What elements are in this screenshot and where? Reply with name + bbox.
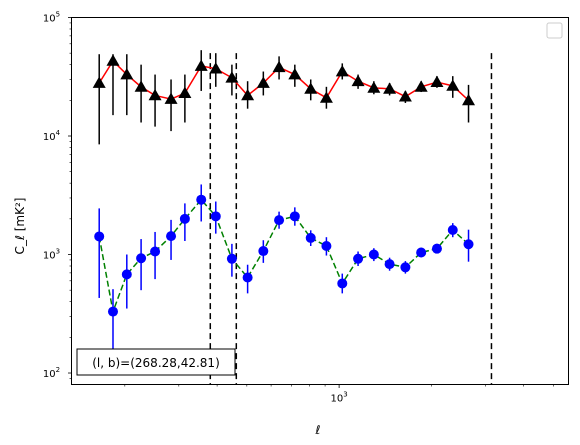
data-point-triangle [288, 68, 302, 80]
data-point-circle [166, 231, 177, 242]
data-point-circle [107, 306, 118, 317]
annotation-box: (l, b)=(268.28,42.81) [76, 348, 236, 376]
data-point-circle [274, 215, 285, 226]
data-point-triangle [92, 76, 106, 88]
data-point-circle [242, 272, 253, 283]
data-point-triangle [225, 71, 239, 83]
y-tick-label: 104 [43, 129, 61, 143]
data-point-circle [384, 259, 395, 270]
annotation-text: (l, b)=(268.28,42.81) [92, 356, 220, 370]
x-tick-label: 103 [331, 391, 348, 405]
data-point-circle [179, 213, 190, 224]
data-point-circle [196, 194, 207, 205]
data-point-circle [150, 246, 161, 257]
data-point-circle [321, 240, 332, 251]
y-tick-label: 102 [43, 366, 60, 380]
data-point-circle [463, 239, 474, 250]
data-point-circle [94, 231, 105, 242]
y-tick-label: 105 [43, 11, 60, 25]
legend-box [546, 22, 563, 39]
data-point-triangle [351, 74, 365, 87]
data-point-triangle [319, 91, 333, 103]
data-point-triangle [134, 80, 148, 92]
data-point-circle [368, 249, 379, 260]
data-point-triangle [367, 81, 381, 93]
data-point-circle [353, 253, 364, 264]
series-2 [94, 184, 474, 353]
data-point-triangle [148, 88, 162, 101]
data-point-triangle [194, 59, 208, 71]
data-point-triangle [164, 92, 178, 104]
data-point-circle [447, 225, 458, 236]
data-point-triangle [106, 54, 120, 66]
data-point-triangle [272, 60, 286, 73]
data-point-triangle [241, 88, 255, 101]
data-point-circle [258, 246, 269, 257]
data-point-triangle [446, 79, 460, 91]
data-point-circle [226, 253, 237, 264]
data-point-triangle [398, 90, 412, 102]
y-tick-label: 103 [43, 248, 60, 262]
data-point-circle [121, 269, 132, 280]
series-1 [92, 50, 476, 145]
x-axis-label: ℓ [315, 423, 321, 437]
data-point-circle [431, 243, 442, 254]
data-point-triangle [120, 68, 134, 80]
data-point-triangle [462, 93, 476, 106]
data-point-circle [337, 278, 348, 289]
data-point-triangle [209, 62, 223, 74]
data-point-triangle [383, 82, 397, 94]
y-axis-label: C_ℓ [mK²] [13, 198, 27, 255]
data-point-triangle [430, 75, 444, 87]
data-point-circle [289, 211, 300, 222]
data-point-triangle [335, 65, 349, 77]
data-point-triangle [304, 82, 318, 94]
data-point-triangle [256, 76, 270, 88]
plot-area-frame [71, 17, 569, 385]
data-point-circle [305, 232, 316, 243]
data-point-triangle [178, 86, 192, 99]
data-point-circle [210, 211, 221, 222]
data-point-circle [416, 247, 427, 258]
data-point-circle [400, 262, 411, 273]
data-point-circle [136, 253, 147, 264]
plot-layer: 102 103 104 105 103 [43, 11, 554, 405]
data-point-triangle [414, 80, 428, 92]
